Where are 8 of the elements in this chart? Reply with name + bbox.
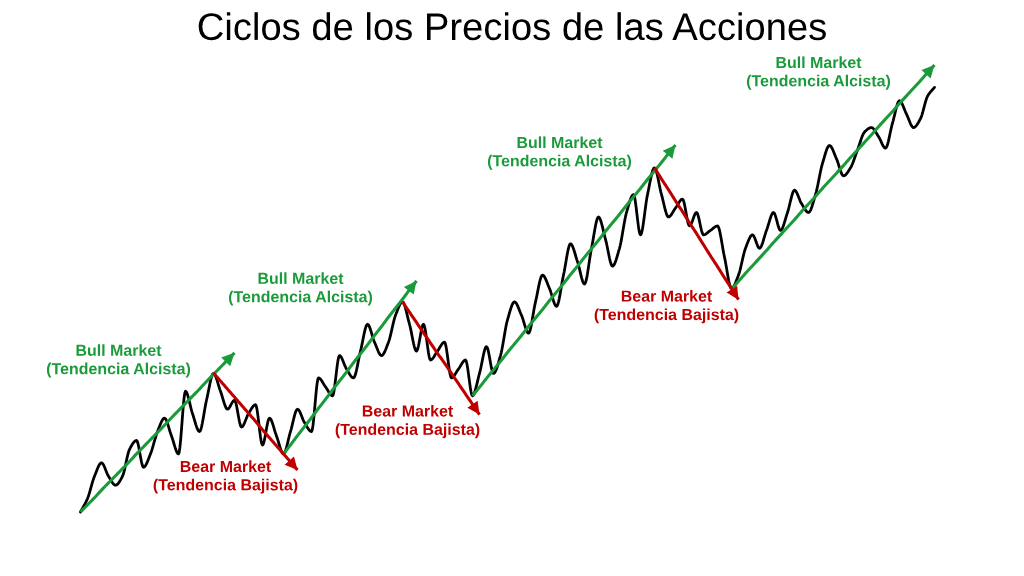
series-label: Bull Market (Tendencia Alcista) xyxy=(46,344,191,378)
text: Bear Market (Tendencia Bajista) xyxy=(153,460,298,494)
text: Bull Market (Tendencia Alcista) xyxy=(746,56,891,90)
text: Bull Market (Tendencia Alcista) xyxy=(228,272,373,306)
chart-title: Ciclos de los Precios de las Acciones xyxy=(198,12,826,41)
text: Bull Market (Tendencia Alcista) xyxy=(487,136,632,170)
series-label: Bear Market (Tendencia Bajista) xyxy=(594,290,739,324)
text: Bear Market (Tendencia Bajista) xyxy=(335,404,480,439)
